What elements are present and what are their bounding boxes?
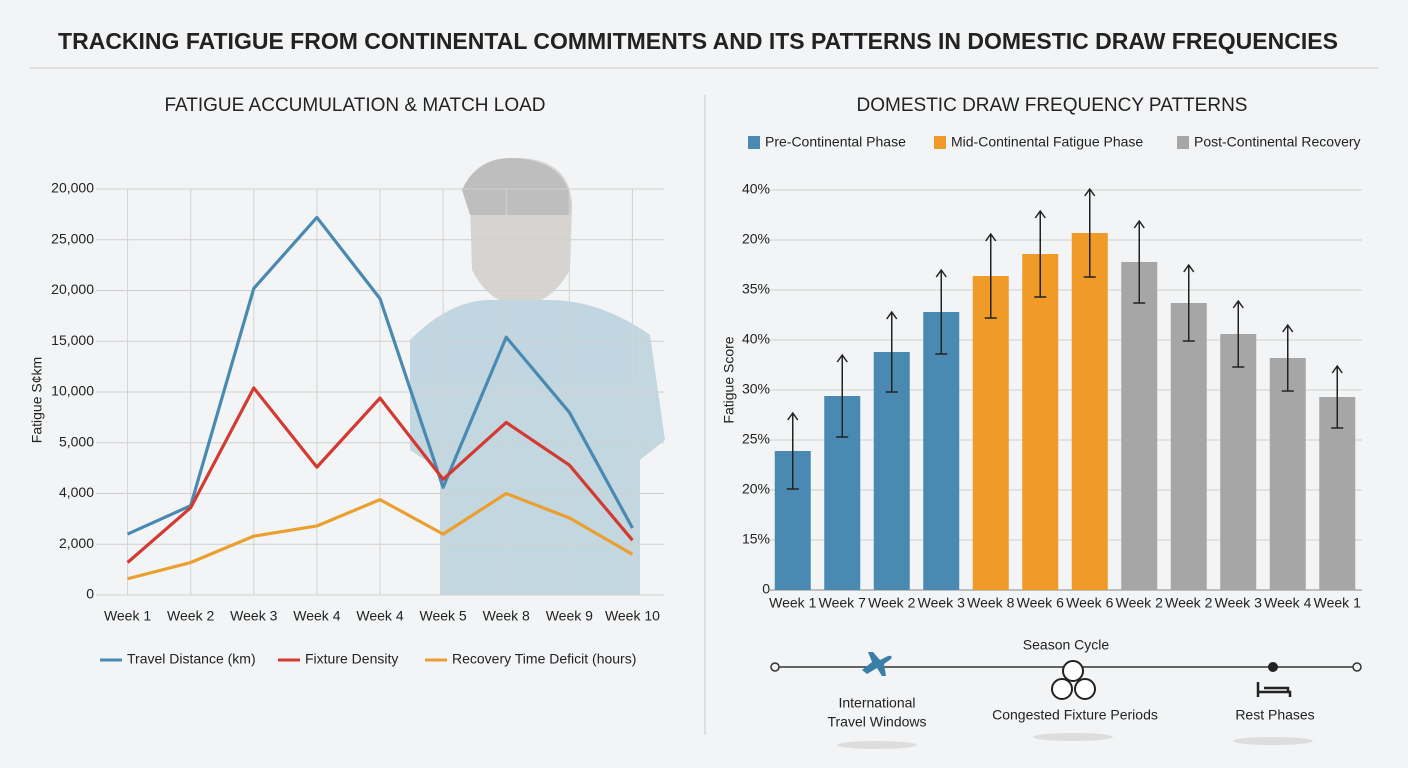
- series-line: [127, 491, 634, 581]
- legend-label: Mid-Continental Fatigue Phase: [951, 134, 1143, 150]
- timeline-label: Congested Fixture Periods: [992, 707, 1158, 723]
- y-tick-label: 15,000: [51, 332, 94, 348]
- error-arrow: [935, 268, 947, 278]
- x-tick-label: Week 1: [769, 595, 816, 611]
- y-tick-label: 25,000: [51, 230, 94, 246]
- x-tick-label: Week 1: [104, 608, 151, 624]
- y-tick-label: 25%: [742, 431, 770, 447]
- error-arrow: [1282, 323, 1294, 333]
- x-tick-label: Week 10: [605, 608, 660, 624]
- page-title: TRACKING FATIGUE FROM CONTINENTAL COMMIT…: [58, 28, 1338, 54]
- legend-label: Fixture Density: [305, 651, 398, 667]
- shadow: [1033, 733, 1113, 741]
- bar: [1022, 254, 1059, 590]
- x-tick-label: Week 3: [1215, 595, 1262, 611]
- timeline-end: [770, 662, 780, 672]
- bar: [1121, 262, 1158, 590]
- timeline-title: Season Cycle: [1023, 637, 1110, 653]
- error-arrow: [1084, 187, 1096, 197]
- y-tick-label: 40%: [742, 181, 770, 197]
- bar: [1269, 358, 1306, 590]
- ball-icon: [1074, 678, 1096, 700]
- y-tick-label: 10,000: [51, 383, 94, 399]
- x-tick-label: Week 2: [167, 608, 214, 624]
- x-tick-label: Week 1: [1314, 595, 1361, 611]
- x-tick-label: Week 8: [967, 595, 1014, 611]
- x-tick-label: Week 7: [819, 595, 866, 611]
- legend-label: Pre-Continental Phase: [765, 134, 906, 150]
- legend-label: Travel Distance (km): [127, 651, 256, 667]
- timeline-label: Travel Windows: [827, 714, 926, 730]
- error-arrow: [985, 232, 997, 242]
- timeline-end: [1352, 662, 1362, 672]
- y-tick-label: 0: [762, 581, 770, 597]
- y-tick-label: 30%: [742, 381, 770, 397]
- y-tick-label: 4,000: [59, 484, 94, 500]
- x-tick-label: Week 2: [1165, 595, 1212, 611]
- x-tick-label: Week 3: [918, 595, 965, 611]
- timeline: Season Cycle International Travel Window…: [770, 637, 1362, 749]
- timeline-label: Rest Phases: [1235, 707, 1314, 723]
- y-tick-label: 20%: [742, 231, 770, 247]
- bar: [1170, 303, 1207, 590]
- error-arrow: [1183, 263, 1195, 273]
- legend-label: Recovery Time Deficit (hours): [452, 651, 636, 667]
- legend-swatch: [748, 136, 760, 149]
- x-tick-label: Week 2: [868, 595, 915, 611]
- error-arrow: [787, 411, 799, 421]
- ball-icon: [1062, 660, 1084, 682]
- y-tick-label: 35%: [742, 281, 770, 297]
- bar: [1071, 233, 1108, 590]
- bar: [972, 276, 1009, 590]
- plane-icon: [862, 652, 892, 676]
- y-axis-label: Fatigue S¢km: [29, 357, 45, 443]
- timeline-label: International: [838, 695, 915, 711]
- ball-icon: [1051, 678, 1073, 700]
- y-tick-label: 5,000: [59, 433, 94, 449]
- series-line: [126, 386, 634, 564]
- error-arrow: [1232, 299, 1244, 309]
- bar: [923, 312, 960, 590]
- x-tick-label: Week 4: [293, 608, 340, 624]
- error-arrow: [1331, 364, 1343, 374]
- x-tick-label: Week 5: [420, 608, 467, 624]
- shadow: [1233, 737, 1313, 745]
- legend-swatch: [1177, 136, 1189, 149]
- player-illustration: [410, 158, 665, 595]
- y-tick-label: 20,000: [51, 281, 94, 297]
- error-arrow: [886, 310, 898, 320]
- x-tick-label: Week 2: [1116, 595, 1163, 611]
- x-tick-label: Week 8: [483, 608, 530, 624]
- x-tick-label: Week 4: [1264, 595, 1311, 611]
- y-tick-label: 15%: [742, 531, 770, 547]
- timeline-dot: [1268, 662, 1278, 672]
- series-line: [126, 215, 634, 536]
- y-tick-label: 20,000: [51, 180, 94, 196]
- x-tick-label: Week 3: [230, 608, 277, 624]
- chart-title: DOMESTIC DRAW FREQUENCY PATTERNS: [857, 95, 1248, 116]
- y-tick-label: 20%: [742, 481, 770, 497]
- y-axis-label: Fatigue Score: [721, 336, 737, 423]
- shadow: [837, 741, 917, 749]
- x-tick-label: Week 6: [1017, 595, 1064, 611]
- chart-title: FATIGUE ACCUMULATION & MATCH LOAD: [164, 95, 545, 116]
- error-arrow: [1034, 209, 1046, 219]
- y-tick-label: 40%: [742, 331, 770, 347]
- y-tick-label: 0: [86, 586, 94, 602]
- bed-icon: [1256, 682, 1292, 697]
- error-arrow: [1133, 219, 1145, 229]
- y-tick-label: 2,000: [59, 535, 94, 551]
- error-arrow: [836, 353, 848, 363]
- x-tick-label: Week 9: [546, 608, 593, 624]
- bar: [1319, 397, 1356, 590]
- x-tick-label: Week 4: [356, 608, 403, 624]
- x-tick-label: Week 6: [1066, 595, 1113, 611]
- legend-label: Post-Continental Recovery: [1194, 134, 1361, 150]
- bar: [1220, 334, 1257, 590]
- legend-swatch: [934, 136, 946, 149]
